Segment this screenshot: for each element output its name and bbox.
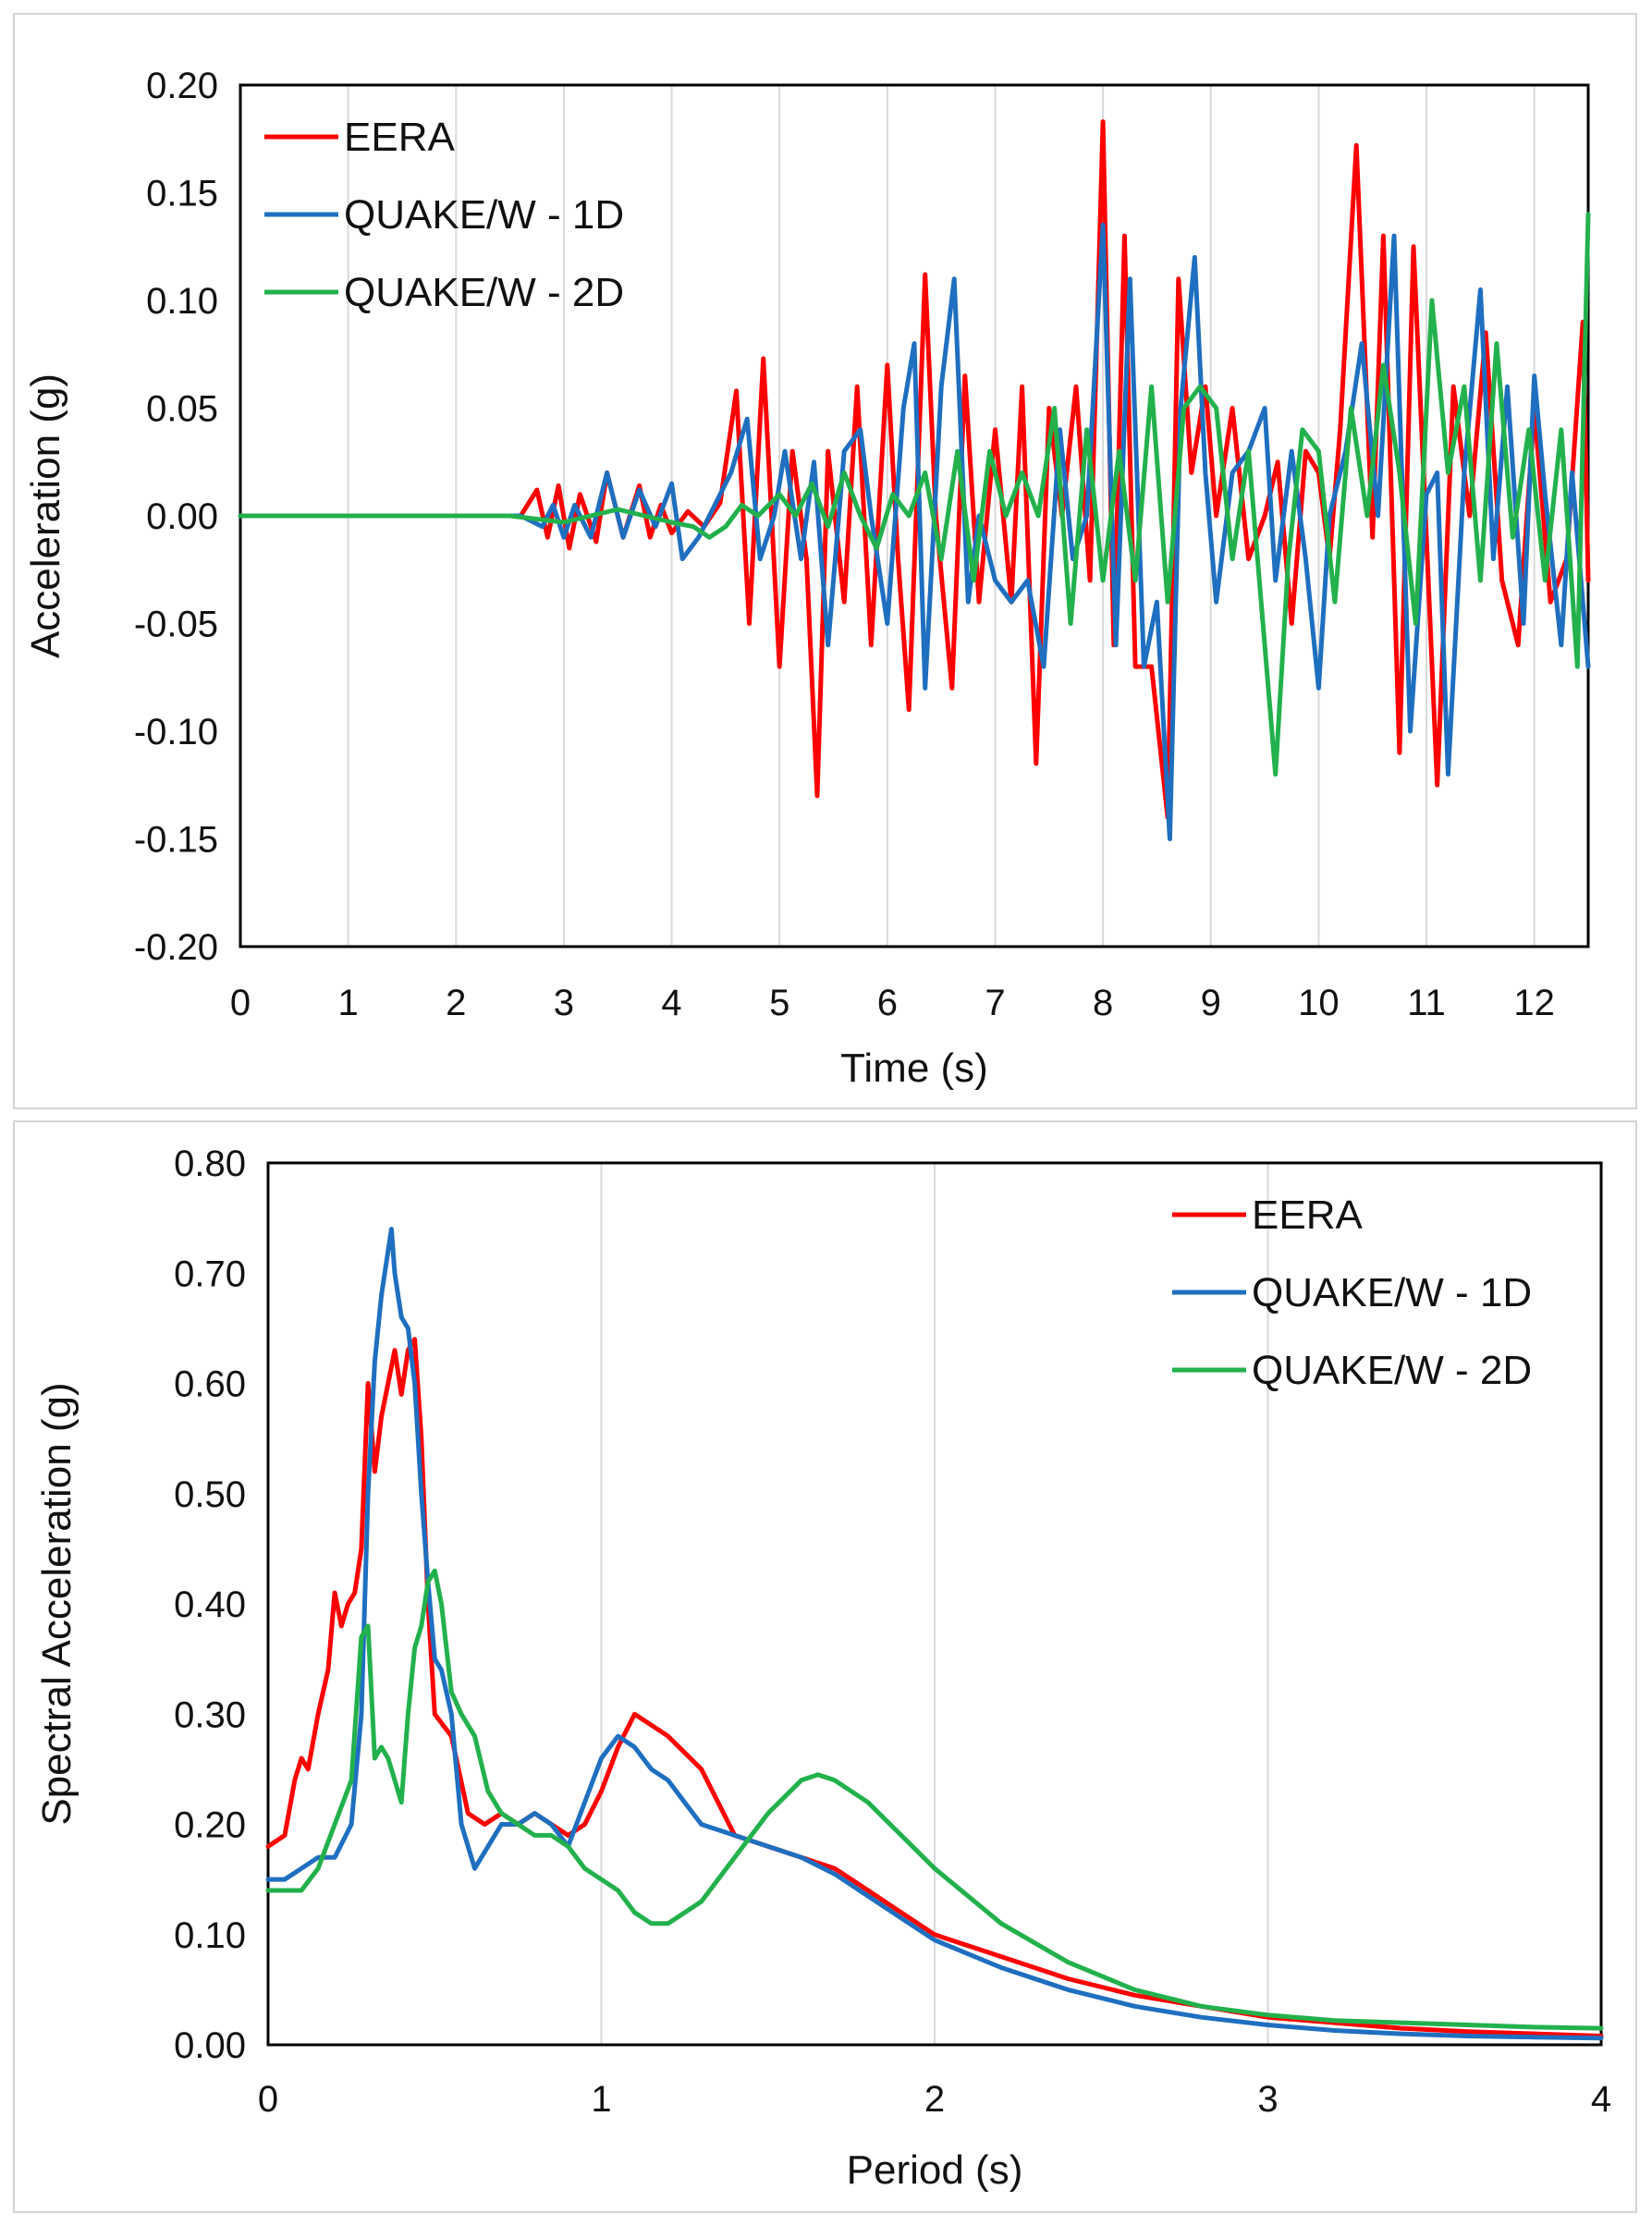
legend-label: EERA — [1252, 1192, 1363, 1238]
y-tick-label: 0.20 — [146, 66, 218, 106]
y-axis-title: Acceleration (g) — [23, 373, 68, 658]
y-tick-label: 0.10 — [146, 281, 218, 322]
x-tick-label: 1 — [591, 2079, 611, 2120]
series-line-quake-w-2d — [265, 1568, 1604, 2031]
series-line-quake-w-2d — [238, 212, 1591, 777]
legend-label: QUAKE/W - 2D — [1252, 1348, 1532, 1393]
x-tick-label: 7 — [985, 983, 1005, 1023]
x-tick-label: 2 — [924, 2079, 945, 2120]
legend: EERA QUAKE/W - 1D QUAKE/W - 2D — [264, 115, 624, 315]
y-tick-label: 0.80 — [174, 1144, 246, 1184]
x-axis-title: Time (s) — [840, 1046, 988, 1091]
x-tick-label: 0 — [258, 2079, 278, 2120]
y-tick-label: 0.50 — [174, 1474, 246, 1515]
y-axis-title: Spectral Acceleration (g) — [34, 1382, 80, 1825]
x-tick-label: 6 — [877, 983, 898, 1023]
series-line-quake-w-1d — [265, 1227, 1604, 2041]
time-history-chart-panel: 0.20 0.15 0.10 0.05 0.00 -0.05 -0.10 -0.15 -0.20… — [13, 13, 1637, 1109]
y-tick-label: 0.20 — [174, 1805, 246, 1846]
y-tick-label: 0.10 — [174, 1915, 246, 1956]
response-spectrum-chart-panel: 0.80 0.70 0.60 0.50 0.40 0.30 0.20 0.10 0.00 0 1 2 3… — [13, 1120, 1637, 2213]
legend-label: EERA — [344, 115, 455, 160]
x-tick-label: 11 — [1407, 983, 1446, 1023]
legend-label: QUAKE/W - 2D — [344, 270, 624, 315]
series-line-eera — [238, 119, 1591, 820]
plot-frame — [266, 1161, 1603, 2047]
series-line-quake-w-1d — [238, 222, 1591, 841]
y-tick-label: 0.00 — [146, 496, 218, 537]
y-tick-label: 0.05 — [146, 389, 218, 430]
x-tick-label: 4 — [1591, 2079, 1611, 2120]
x-tick-label: 3 — [554, 983, 574, 1023]
x-tick-label: 4 — [661, 983, 681, 1023]
x-tick-label: 1 — [338, 983, 359, 1023]
y-tick-label: 0.15 — [146, 174, 218, 214]
y-tick-label: -0.15 — [134, 820, 218, 861]
y-tick-label: -0.20 — [134, 927, 218, 968]
x-tick-label: 5 — [769, 983, 789, 1023]
x-tick-label: 10 — [1298, 983, 1340, 1023]
y-tick-label: -0.10 — [134, 712, 218, 752]
x-tick-label: 2 — [446, 983, 466, 1023]
x-tick-label: 8 — [1093, 983, 1113, 1023]
y-tick-label: 0.70 — [174, 1254, 246, 1294]
x-tick-label: 0 — [230, 983, 251, 1023]
x-tick-label: 3 — [1257, 2079, 1278, 2120]
y-tick-label: 0.30 — [174, 1694, 246, 1735]
y-tick-label: -0.05 — [134, 605, 218, 645]
y-tick-label: 0.40 — [174, 1584, 246, 1625]
legend-label: QUAKE/W - 1D — [1252, 1270, 1532, 1315]
y-tick-label: 0.00 — [174, 2025, 246, 2066]
x-tick-label: 9 — [1201, 983, 1221, 1023]
response-spectrum-chart: 0.80 0.70 0.60 0.50 0.40 0.30 0.20 0.10 0.00 0 1 2 3… — [34, 1144, 1611, 2193]
legend-label: QUAKE/W - 1D — [344, 192, 624, 238]
x-tick-label: 12 — [1513, 983, 1555, 1023]
time-history-chart: 0.20 0.15 0.10 0.05 0.00 -0.05 -0.10 -0.15 -0.20… — [23, 66, 1591, 1091]
x-axis-title: Period (s) — [847, 2147, 1023, 2193]
y-tick-label: 0.60 — [174, 1364, 246, 1405]
legend: EERA QUAKE/W - 1D QUAKE/W - 2D — [1172, 1192, 1532, 1393]
